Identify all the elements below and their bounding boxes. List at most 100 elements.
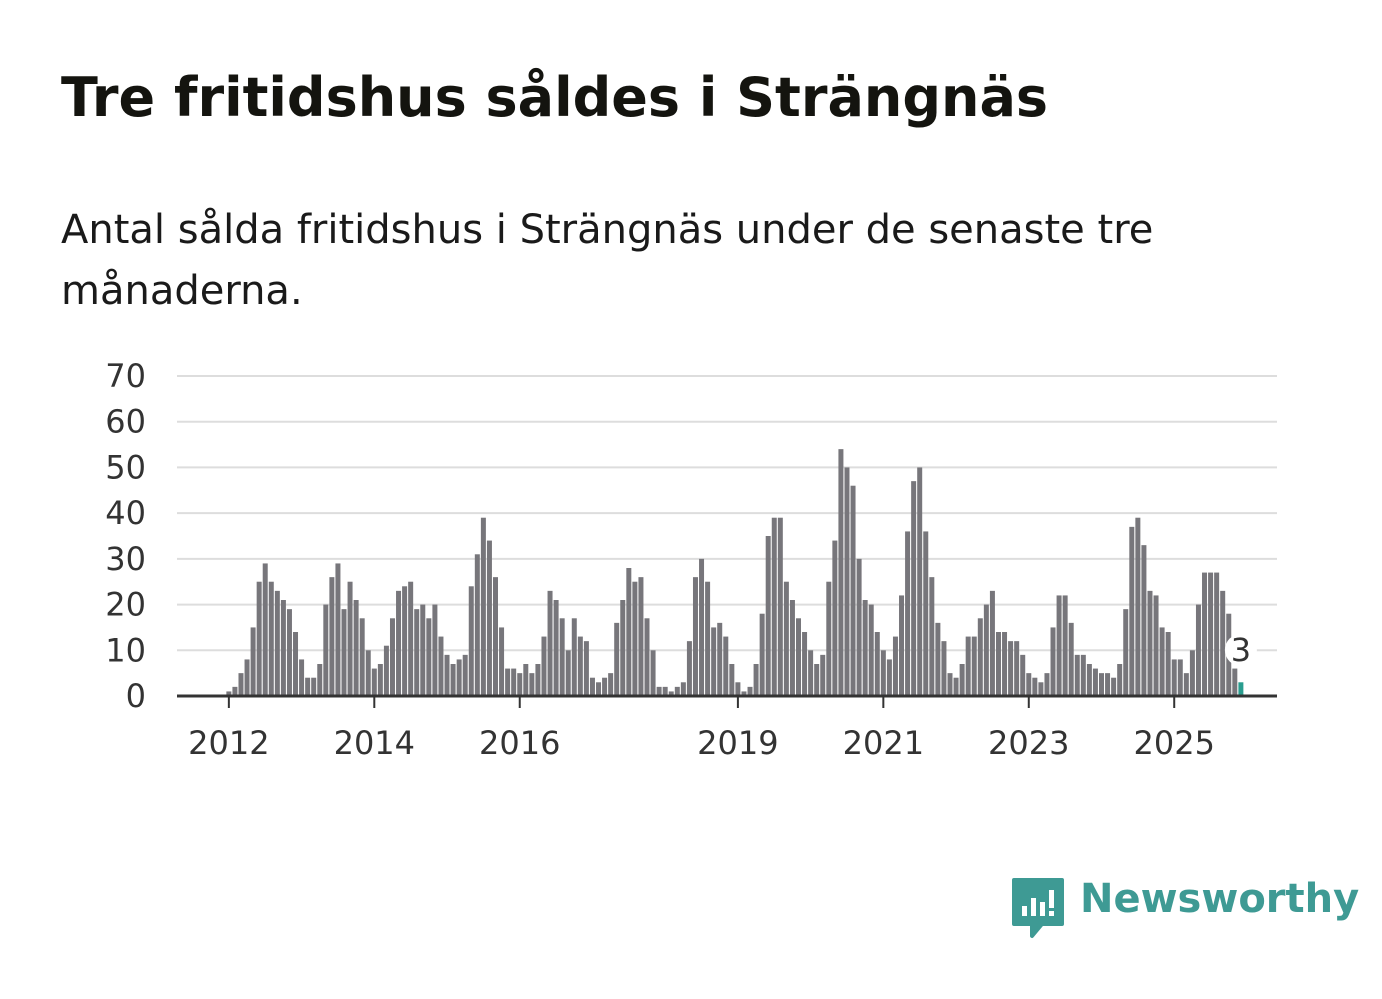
bar [953, 677, 959, 696]
bar [305, 677, 311, 696]
bar [723, 636, 729, 696]
newsworthy-logo-icon [1012, 878, 1064, 938]
bar [299, 659, 305, 696]
bar [656, 686, 662, 696]
bar [838, 449, 844, 696]
bar [856, 558, 862, 696]
annotation-label: 3 [1231, 631, 1251, 669]
bar [626, 568, 632, 696]
bar [450, 664, 456, 696]
bar [1183, 673, 1189, 696]
bar [474, 554, 480, 696]
bar [420, 604, 426, 696]
bar [1099, 673, 1104, 696]
bar [844, 467, 850, 696]
bar [1038, 682, 1044, 696]
bar [517, 673, 523, 696]
bar [874, 632, 880, 696]
bar [293, 632, 299, 696]
bar [1117, 664, 1123, 696]
bar [1111, 677, 1117, 696]
bar [771, 517, 777, 696]
bar [238, 673, 244, 696]
bar [432, 604, 438, 696]
chart-title: Tre fritidshus såldes i Strängnäs [61, 66, 1049, 129]
bar [1008, 641, 1014, 696]
bar [808, 650, 814, 696]
bar [571, 618, 577, 696]
y-tick-label: 30 [105, 540, 146, 578]
bar [396, 590, 402, 696]
bar [577, 636, 583, 696]
bar [286, 609, 292, 696]
bar [820, 654, 826, 696]
bar [777, 517, 783, 696]
bar [832, 540, 838, 696]
chart-subtitle: Antal sålda fritidshus i Strängnäs under… [61, 207, 1154, 314]
bar [523, 664, 529, 696]
bar [1056, 595, 1062, 696]
y-tick-label: 20 [105, 586, 146, 624]
bar [929, 577, 935, 696]
bar [505, 668, 511, 696]
bar [1153, 595, 1159, 696]
bar [359, 618, 365, 696]
bar [535, 664, 541, 696]
brand-name: Newsworthy [1080, 876, 1360, 922]
bar [699, 558, 705, 696]
bar [311, 677, 317, 696]
bar [1159, 627, 1165, 696]
bar [686, 641, 692, 696]
bar [602, 677, 608, 696]
bar [1014, 641, 1020, 696]
bar [729, 664, 735, 696]
bar [892, 636, 898, 696]
y-tick-label: 70 [105, 357, 146, 395]
bar [796, 618, 801, 696]
bar [692, 577, 698, 696]
bar [468, 586, 474, 696]
bar [1232, 668, 1238, 696]
bar [226, 691, 232, 696]
bar [583, 641, 589, 696]
x-tick-label: 2014 [334, 724, 415, 762]
bar [905, 531, 911, 696]
bar-highlight [1238, 682, 1244, 696]
bar [977, 618, 983, 696]
bar [911, 481, 917, 696]
bar [250, 627, 256, 696]
bar [620, 600, 626, 696]
bar [1068, 622, 1074, 696]
bar [547, 590, 553, 696]
bar [244, 659, 250, 696]
bar [589, 677, 595, 696]
bar [765, 536, 771, 696]
bar [899, 595, 905, 696]
bar [868, 604, 874, 696]
bar [426, 618, 432, 696]
bar [335, 563, 341, 696]
bar [232, 686, 238, 696]
bars [226, 449, 1244, 696]
bar [789, 600, 795, 696]
bar [408, 581, 414, 696]
bar [462, 654, 468, 696]
bar [274, 590, 280, 696]
bar [280, 600, 286, 696]
bar [662, 686, 668, 696]
bar [923, 531, 929, 696]
bar [480, 517, 486, 696]
bar [1050, 627, 1056, 696]
bar [1129, 526, 1135, 696]
bar [389, 618, 395, 696]
x-tick-label: 2016 [479, 724, 560, 762]
bar [596, 682, 602, 696]
bar [941, 641, 947, 696]
annotation: 3 [1224, 631, 1257, 669]
bar [814, 664, 820, 696]
bar [1074, 654, 1080, 696]
gridlines [177, 375, 1277, 652]
bar [1214, 572, 1220, 696]
bar [329, 577, 335, 696]
bar [365, 650, 371, 696]
